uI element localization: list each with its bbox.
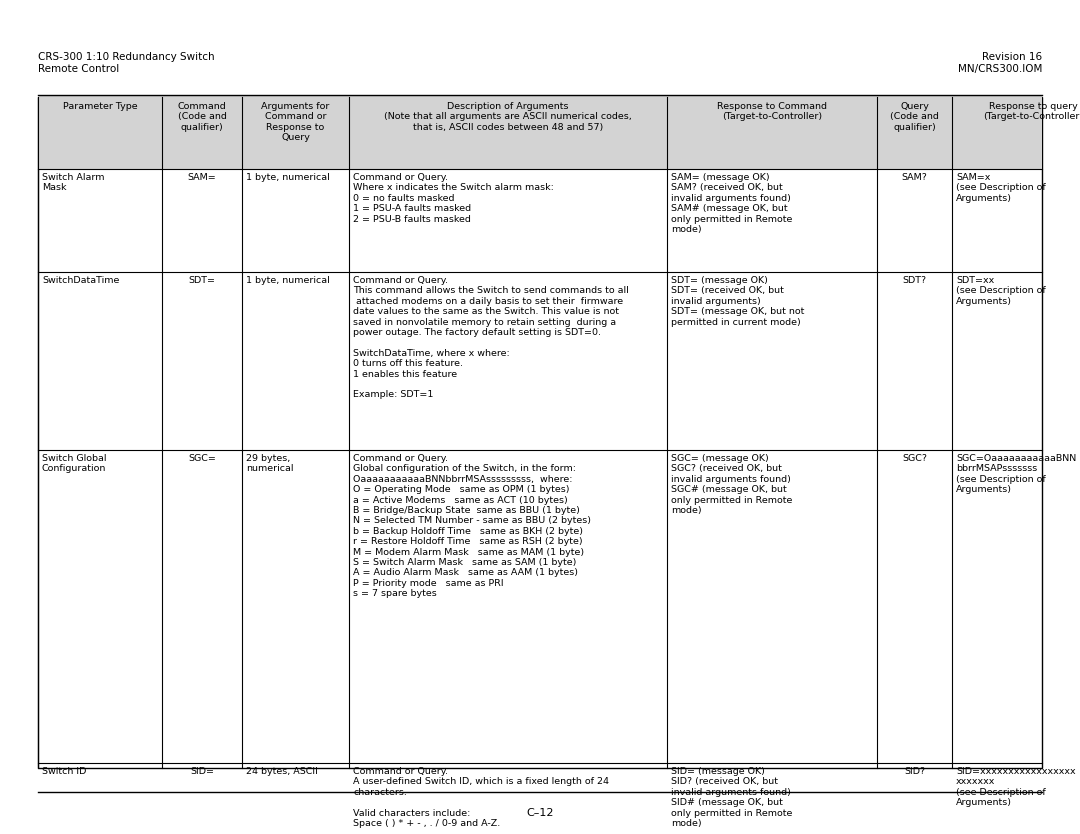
Text: 1 byte, numerical: 1 byte, numerical: [246, 276, 329, 285]
Text: Parameter Type: Parameter Type: [63, 102, 137, 111]
Text: Switch Global
Configuration: Switch Global Configuration: [42, 454, 107, 474]
Text: Response to Command
(Target-to-Controller): Response to Command (Target-to-Controlle…: [717, 102, 827, 122]
Text: SwitchDataTime: SwitchDataTime: [42, 276, 120, 285]
Text: Switch Alarm
Mask: Switch Alarm Mask: [42, 173, 105, 193]
Text: Command or Query.
A user-defined Switch ID, which is a fixed length of 24
charac: Command or Query. A user-defined Switch …: [353, 767, 609, 828]
Text: Switch ID: Switch ID: [42, 767, 86, 776]
Text: SAM?: SAM?: [902, 173, 928, 182]
Text: SGC=: SGC=: [188, 454, 216, 463]
Bar: [38, 97, 1042, 169]
Text: Revision 16
MN/CRS300.IOM: Revision 16 MN/CRS300.IOM: [958, 52, 1042, 73]
Text: SGC=OaaaaaaaaaaaBNN
bbrrMSAPsssssss
(see Description of
Arguments): SGC=OaaaaaaaaaaaBNN bbrrMSAPsssssss (see…: [956, 454, 1077, 495]
Text: C–12: C–12: [526, 808, 554, 818]
Text: SAM=: SAM=: [188, 173, 216, 182]
Text: 29 bytes,
numerical: 29 bytes, numerical: [246, 454, 294, 474]
Text: Description of Arguments
(Note that all arguments are ASCII numerical codes,
tha: Description of Arguments (Note that all …: [384, 102, 632, 132]
Text: 24 bytes, ASCII: 24 bytes, ASCII: [246, 767, 318, 776]
Text: SAM= (message OK)
SAM? (received OK, but
invalid arguments found)
SAM# (message : SAM= (message OK) SAM? (received OK, but…: [671, 173, 793, 234]
Text: SDT=xx
(see Description of
Arguments): SDT=xx (see Description of Arguments): [956, 276, 1045, 306]
Text: SAM=x
(see Description of
Arguments): SAM=x (see Description of Arguments): [956, 173, 1045, 203]
Text: Query
(Code and
qualifier): Query (Code and qualifier): [890, 102, 939, 132]
Text: SID=: SID=: [190, 767, 214, 776]
Text: Arguments for
Command or
Response to
Query: Arguments for Command or Response to Que…: [261, 102, 329, 143]
Text: SGC?: SGC?: [902, 454, 927, 463]
Text: Command or Query.
Global configuration of the Switch, in the form:
OaaaaaaaaaaaB: Command or Query. Global configuration o…: [353, 454, 591, 598]
Bar: [38, 97, 1042, 768]
Text: SDT=: SDT=: [189, 276, 216, 285]
Text: SID?: SID?: [904, 767, 926, 776]
Text: SDT= (message OK)
SDT= (received OK, but
invalid arguments)
SDT= (message OK, bu: SDT= (message OK) SDT= (received OK, but…: [671, 276, 805, 327]
Text: Command or Query.
This command allows the Switch to send commands to all
 attach: Command or Query. This command allows th…: [353, 276, 629, 399]
Text: CRS-300 1:10 Redundancy Switch
Remote Control: CRS-300 1:10 Redundancy Switch Remote Co…: [38, 52, 215, 73]
Text: Command
(Code and
qualifier): Command (Code and qualifier): [177, 102, 227, 132]
Text: 1 byte, numerical: 1 byte, numerical: [246, 173, 329, 182]
Text: SDT?: SDT?: [903, 276, 927, 285]
Text: SID= (message OK)
SID? (received OK, but
invalid arguments found)
SID# (message : SID= (message OK) SID? (received OK, but…: [671, 767, 793, 828]
Text: SID=xxxxxxxxxxxxxxxxx
xxxxxxx
(see Description of
Arguments): SID=xxxxxxxxxxxxxxxxx xxxxxxx (see Descr…: [956, 767, 1076, 807]
Text: SGC= (message OK)
SGC? (received OK, but
invalid arguments found)
SGC# (message : SGC= (message OK) SGC? (received OK, but…: [671, 454, 793, 515]
Text: Command or Query.
Where x indicates the Switch alarm mask:
0 = no faults masked
: Command or Query. Where x indicates the …: [353, 173, 554, 224]
Text: Response to query
(Target-to-Controller): Response to query (Target-to-Controller): [983, 102, 1080, 122]
